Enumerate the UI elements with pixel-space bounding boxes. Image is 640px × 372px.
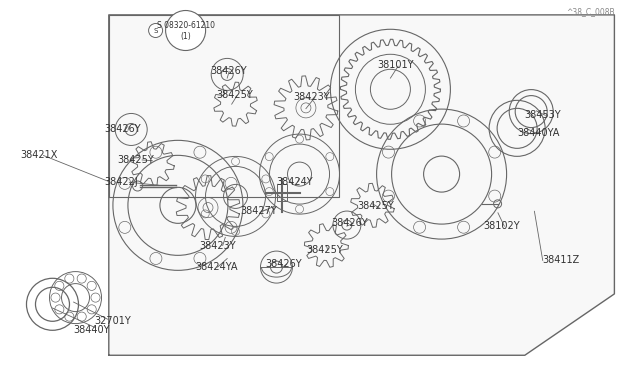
Text: (1): (1) xyxy=(180,32,191,41)
Text: 38440YA: 38440YA xyxy=(517,128,559,138)
Text: 38426Y: 38426Y xyxy=(104,125,141,134)
Text: 38423Y: 38423Y xyxy=(293,92,330,102)
Text: 38101Y: 38101Y xyxy=(378,60,414,70)
Polygon shape xyxy=(109,15,614,355)
Text: 38426Y: 38426Y xyxy=(266,259,302,269)
Text: 38426Y: 38426Y xyxy=(332,218,368,228)
Text: S 08320-61210: S 08320-61210 xyxy=(157,21,214,30)
Circle shape xyxy=(166,10,205,51)
Text: 38425Y: 38425Y xyxy=(306,245,342,255)
Text: 38102Y: 38102Y xyxy=(483,221,520,231)
Text: S: S xyxy=(154,28,158,33)
Text: 38421X: 38421X xyxy=(20,151,58,160)
Text: 38427Y: 38427Y xyxy=(240,206,276,216)
Text: 38423Y: 38423Y xyxy=(200,241,236,250)
Text: 38440Y: 38440Y xyxy=(74,326,110,335)
Text: 38424YA: 38424YA xyxy=(195,262,237,272)
Text: ^38_C_008B: ^38_C_008B xyxy=(566,7,614,16)
Text: 38425Y: 38425Y xyxy=(357,202,394,211)
Text: 38425Y: 38425Y xyxy=(216,90,253,100)
Text: 38424Y: 38424Y xyxy=(276,177,313,186)
Text: 32701Y: 32701Y xyxy=(95,316,131,326)
Text: 38453Y: 38453Y xyxy=(525,110,561,119)
Text: 38426Y: 38426Y xyxy=(210,66,246,76)
Bar xyxy=(276,184,287,201)
Text: 38422J: 38422J xyxy=(104,177,138,187)
Circle shape xyxy=(148,23,163,38)
Text: 38425Y: 38425Y xyxy=(117,155,154,165)
Text: 38411Z: 38411Z xyxy=(543,256,580,265)
